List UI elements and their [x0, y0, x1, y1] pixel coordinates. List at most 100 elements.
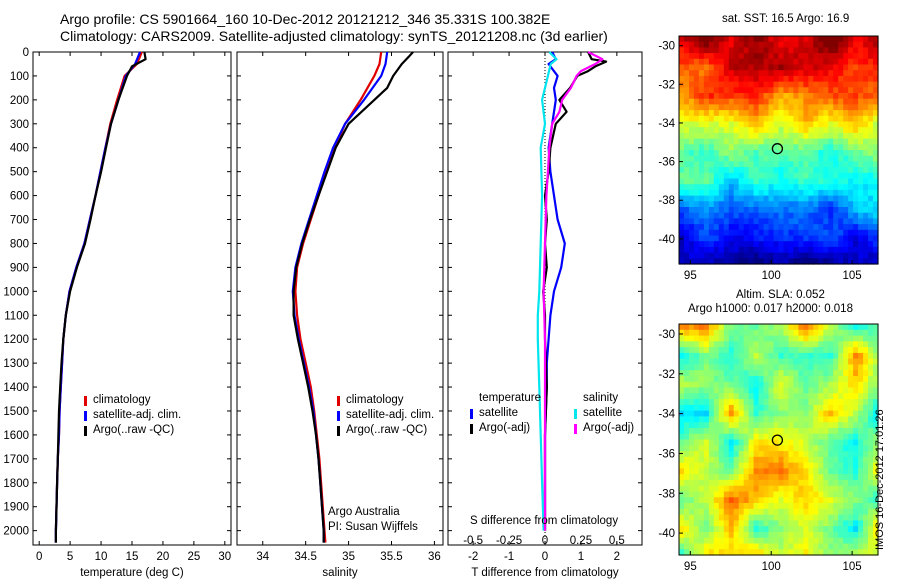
legend-header-salinity: salinity: [583, 392, 619, 404]
map-cell: [693, 526, 700, 533]
map-cell: [808, 161, 814, 168]
map-cell: [684, 439, 690, 446]
map-cell: [813, 335, 819, 342]
map-cell: [689, 491, 695, 498]
map-cell: [728, 127, 735, 134]
map-cell: [858, 172, 864, 180]
map-cell: [698, 189, 705, 197]
map-cell: [703, 451, 710, 458]
map-cell: [733, 110, 740, 117]
map-cell: [793, 393, 799, 400]
map-cell: [748, 410, 755, 417]
map-cell: [753, 416, 760, 423]
map-cell: [728, 252, 735, 259]
map-cell: [738, 422, 745, 429]
map-cell: [758, 115, 765, 123]
map-cell: [728, 485, 735, 493]
y-tick-label: 1800: [3, 478, 29, 490]
map-cell: [689, 155, 695, 162]
map-cell: [718, 445, 725, 452]
map-cell: [748, 526, 755, 533]
y-tick-label: 900: [10, 262, 29, 274]
map-cell: [778, 549, 785, 556]
map-cell: [783, 195, 790, 202]
map-cell: [788, 370, 795, 377]
map-cell: [703, 110, 710, 117]
map-cell: [838, 70, 844, 77]
map-cell: [788, 121, 795, 128]
map-cell: [753, 347, 760, 354]
map-cell: [803, 543, 809, 550]
map-cell: [783, 468, 790, 475]
map-cell: [768, 335, 775, 342]
map-cell: [679, 132, 685, 140]
map-cell: [783, 155, 790, 162]
map-cell: [778, 110, 785, 117]
map-cell: [868, 433, 874, 441]
map-cell: [753, 47, 760, 54]
map-cell: [718, 121, 725, 128]
map-cell: [684, 70, 690, 77]
map-cell: [818, 178, 824, 185]
map-cell: [863, 347, 869, 354]
map-cell: [763, 132, 770, 140]
map-cell: [703, 393, 710, 400]
map-cell: [693, 451, 700, 458]
map-cell: [828, 445, 834, 452]
map-cell: [773, 41, 780, 48]
map-cell: [788, 335, 795, 342]
map-cell: [838, 167, 844, 174]
map-cell: [768, 47, 775, 54]
map-cell: [758, 36, 765, 43]
map-cell: [679, 445, 685, 452]
map-cell: [733, 41, 740, 48]
map-cell: [858, 87, 864, 94]
map-cell: [773, 121, 780, 128]
map-cell: [818, 98, 824, 105]
map-cell: [718, 543, 725, 550]
map-cell: [863, 258, 869, 265]
map-cell: [728, 75, 735, 83]
map-cell: [758, 393, 765, 400]
map-cell: [743, 381, 750, 389]
map-cell: [853, 93, 859, 100]
map-cell: [818, 235, 824, 242]
map-cell: [793, 381, 799, 389]
map-cell: [843, 433, 849, 441]
map-cell: [823, 410, 829, 417]
map-cell: [813, 258, 819, 265]
map-cell: [698, 468, 705, 475]
map-cell: [753, 462, 760, 469]
map-cell: [853, 36, 859, 43]
map-cell: [718, 229, 725, 237]
map-cell: [813, 172, 819, 180]
map-cell: [853, 445, 859, 452]
map-cell: [718, 110, 725, 117]
map-cell: [793, 81, 799, 88]
map-cell: [693, 404, 700, 412]
map-cell: [828, 155, 834, 162]
map-cell: [778, 503, 785, 510]
map-cell: [803, 58, 809, 66]
map-cell: [728, 212, 735, 219]
map-cell: [808, 526, 814, 533]
map-cell: [848, 87, 854, 94]
map-cell: [698, 491, 705, 498]
map-cell: [803, 468, 809, 475]
map-cell: [728, 347, 735, 354]
map-cell: [833, 433, 839, 441]
map-cell: [813, 53, 819, 60]
map-cell: [798, 235, 804, 242]
map-cell: [873, 364, 879, 371]
map-cell: [773, 184, 780, 191]
map-cell: [823, 451, 829, 458]
map-cell: [808, 144, 814, 151]
map-cell: [713, 433, 720, 441]
map-cell: [823, 167, 829, 174]
map-cell: [689, 456, 695, 464]
map-cell: [838, 456, 844, 464]
map-cell: [828, 503, 834, 510]
map-cell: [853, 341, 859, 348]
map-cell: [713, 399, 720, 406]
map-cell: [773, 503, 780, 510]
